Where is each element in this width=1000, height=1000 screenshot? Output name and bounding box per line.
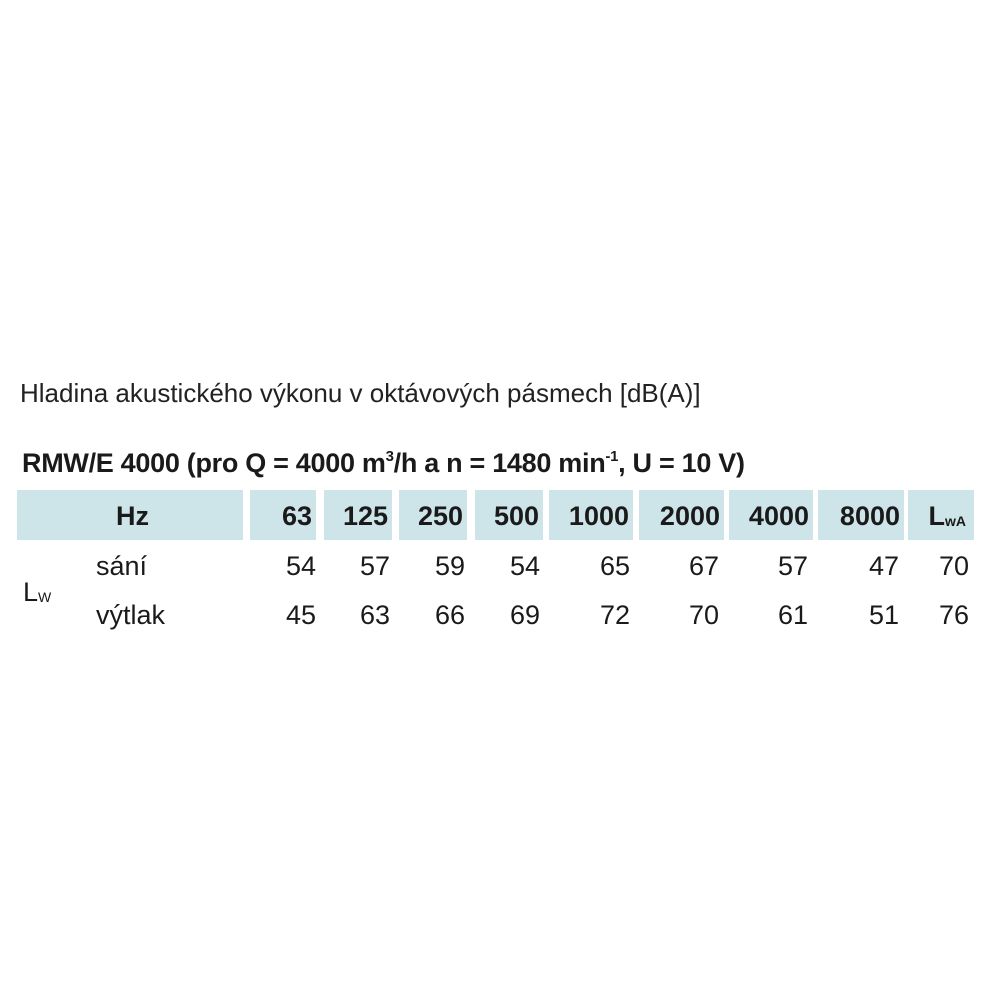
group-label-lw: LW: [23, 577, 51, 612]
value-cell: 57: [777, 551, 808, 581]
header-freq: 63: [250, 490, 316, 540]
value-cell: 54: [509, 551, 540, 581]
header-freq: 4000: [729, 490, 813, 540]
header-hz: Hz: [17, 490, 243, 540]
value-cell: 63: [359, 600, 390, 630]
value-cell: 72: [599, 600, 630, 630]
heading-sup-2: -1: [605, 448, 619, 465]
heading-main: RMW/E 4000 (pro Q = 4000 m: [22, 448, 386, 478]
value-cell: 45: [285, 600, 316, 630]
table-heading: RMW/E 4000 (pro Q = 4000 m3/h a n = 1480…: [22, 448, 745, 479]
value-cell: 51: [868, 600, 899, 630]
caption: Hladina akustického výkonu v oktávových …: [20, 378, 701, 408]
header-freq: 500: [475, 490, 543, 540]
value-cell: 67: [688, 551, 719, 581]
heading-sup-1: 3: [385, 448, 394, 465]
total-cell: 70: [938, 551, 969, 581]
value-cell: 66: [434, 600, 465, 630]
header-freq: 2000: [639, 490, 724, 540]
lw-sub: W: [38, 589, 52, 605]
header-freq: 1000: [549, 490, 633, 540]
header-lwa: LwA: [908, 490, 974, 540]
row-label: výtlak: [96, 600, 166, 630]
value-cell: 54: [285, 551, 316, 581]
header-freq: 250: [399, 490, 467, 540]
value-cell: 69: [509, 600, 540, 630]
row-label: sání: [96, 551, 148, 581]
heading-mid: /h a n = 1480 min: [393, 448, 606, 478]
header-lwa-sub: wA: [945, 513, 966, 529]
header-lwa-main: L: [928, 501, 946, 531]
value-cell: 65: [599, 551, 630, 581]
lw-main: L: [23, 577, 39, 607]
header-freq: 125: [324, 490, 392, 540]
total-cell: 76: [938, 600, 969, 630]
value-cell: 61: [777, 600, 808, 630]
value-cell: 70: [688, 600, 719, 630]
header-freq: 8000: [818, 490, 904, 540]
heading-end: , U = 10 V): [618, 448, 745, 478]
value-cell: 59: [434, 551, 465, 581]
value-cell: 57: [359, 551, 390, 581]
value-cell: 47: [868, 551, 899, 581]
